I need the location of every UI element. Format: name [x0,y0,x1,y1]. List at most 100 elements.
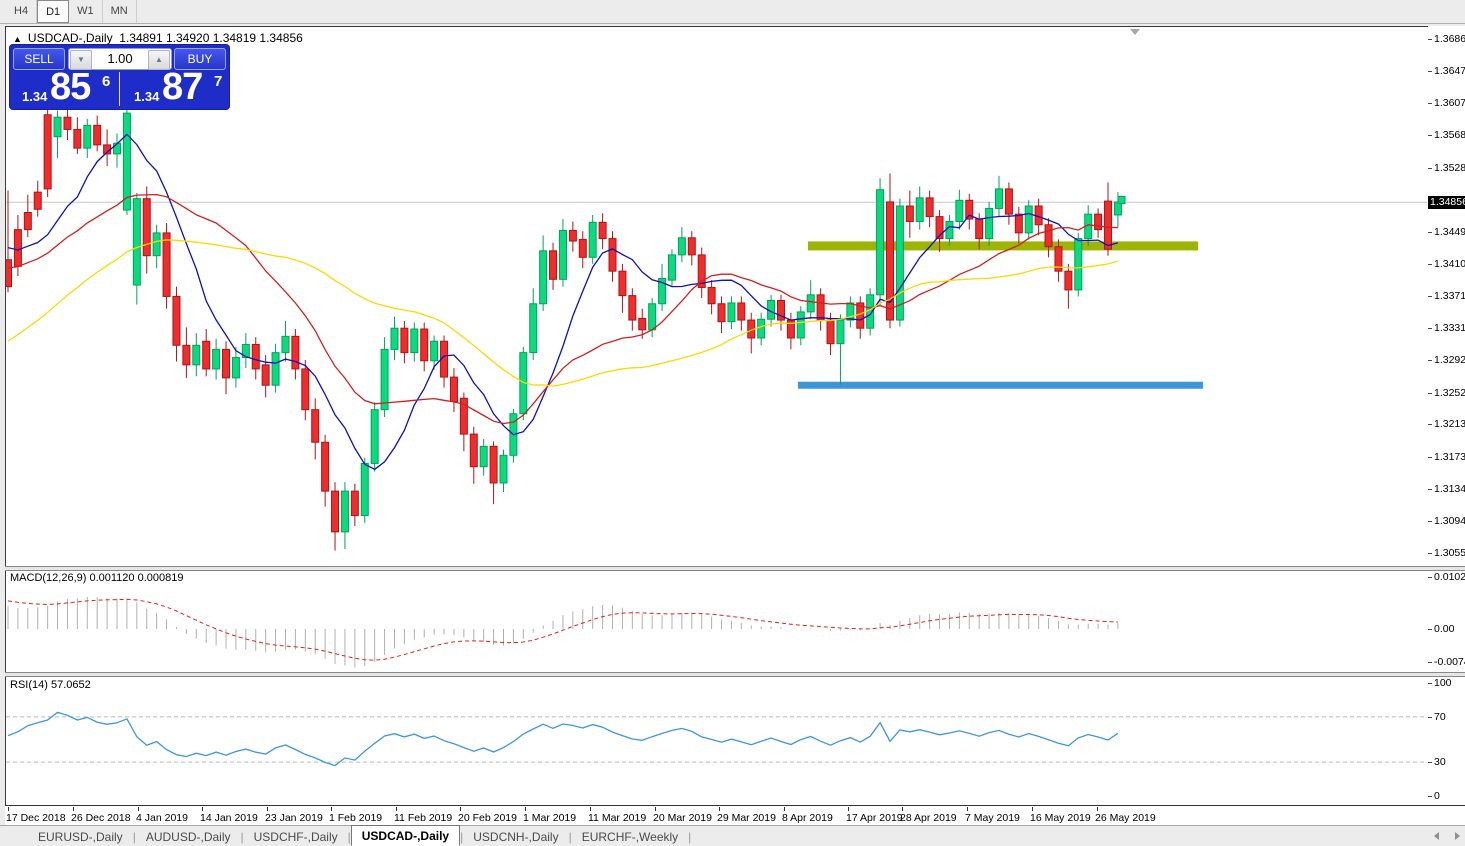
price-tick [1428,488,1432,490]
price-tick [1428,360,1432,361]
tab-separator: | [568,829,572,844]
buy-price-big: 87 [162,66,203,108]
date-tick [1032,807,1033,811]
price-axis-label: 1.34100 [1434,257,1465,270]
chart-shift-marker-icon[interactable] [1130,29,1140,35]
price-tick [1428,456,1432,458]
chart-tab-usdcnh-daily[interactable]: USDCNH-,Daily [473,829,559,844]
date-tick [8,807,9,811]
date-axis-label: 11 Mar 2019 [588,812,647,824]
price-tick [1428,103,1432,105]
date-tick [202,807,203,811]
ohlc-values: 1.34891 1.34920 1.34819 1.34856 [119,31,303,45]
date-tick [848,807,849,811]
indicator-axis-tick [1428,662,1432,663]
date-axis-label: 16 May 2019 [1030,812,1091,824]
price-tick [1428,521,1432,523]
volume-decrease-icon[interactable]: ▼ [70,50,92,70]
price-axis-label: 1.30940 [1434,515,1465,528]
macd-pane-resize-handle[interactable] [5,566,1465,571]
buy-price-prefix: 1.34 [134,89,160,104]
indicator-axis-tick [1428,629,1432,630]
price-axis-label: 1.36470 [1434,64,1465,77]
date-axis-label: 20 Feb 2019 [458,812,517,824]
price-axis-label: 1.36860 [1434,33,1465,45]
indicator-axis-tick [1428,683,1432,684]
indicator-axis-label: 0.00 [1434,623,1455,635]
one-click-trading-panel: SELL ▼ 1.00 ▲ BUY 1.34 85 6 1.34 87 7 [10,45,229,109]
price-tick [1428,424,1432,426]
rsi-indicator-label: RSI(14) 57.0652 [10,679,91,691]
date-tick [138,807,139,811]
chart-tab-audusd-daily[interactable]: AUDUSD-,Daily [145,829,231,844]
date-tick [331,807,332,811]
chart-tab-bar: EURUSD-,Daily | AUDUSD-,Daily | USDCHF-,Dail… [0,825,1465,846]
price-tick [1428,553,1432,555]
chart-tabs: EURUSD-,Daily | AUDUSD-,Daily | USDCHF-,Dail… [28,825,691,846]
chart-tab-eurchf-weekly[interactable]: EURCHF-,Weekly [581,829,679,844]
price-tick [1428,135,1432,137]
date-tick [719,807,720,811]
indicator-axis-label: 70 [1434,711,1446,723]
chart-tab-usdchf-daily[interactable]: USDCHF-,Daily [253,829,338,844]
tab-scroll-left-icon[interactable] [1434,832,1439,840]
price-axis-label: 1.33310 [1434,322,1465,335]
date-axis-label: 17 Apr 2019 [846,812,903,824]
price-tick [1428,167,1432,169]
price-tick [1428,39,1432,40]
buy-price-sup: 7 [214,73,223,90]
chart-title: ▲ USDCAD-,Daily 1.34891 1.34920 1.34819 1… [13,31,303,45]
buy-button[interactable]: BUY [174,48,226,70]
symbol-name: USDCAD-,Daily [27,31,113,45]
tab-scroll-right-icon[interactable] [1455,832,1460,840]
date-axis[interactable]: 17 Dec 2018 26 Dec 2018 4 Jan 2019 14 Jan 2… [5,805,1465,825]
price-tick [1428,295,1432,297]
chart-canvas[interactable] [5,26,1429,806]
date-tick [902,807,903,811]
price-axis-label: 1.30550 [1434,547,1465,560]
price-divider [118,72,120,106]
price-axis-label: 1.35280 [1434,161,1465,174]
date-axis-label: 29 Mar 2019 [717,812,776,824]
date-axis-label: 26 May 2019 [1095,812,1156,824]
price-axis-label: 1.31730 [1434,450,1465,463]
volume-input[interactable]: 1.00 [107,51,133,66]
date-axis-label: 1 Feb 2019 [329,812,383,824]
date-tick [73,807,74,811]
rsi-pane-resize-handle[interactable] [5,672,1465,677]
volume-increase-icon[interactable]: ▲ [148,50,170,70]
chart-tab-eurusd-daily[interactable]: EURUSD-,Daily [38,829,123,844]
timeframe-tab-d1[interactable]: D1 [37,0,70,23]
timeframe-tab-w1[interactable]: W1 [69,0,103,23]
sell-button[interactable]: SELL [13,48,65,70]
price-tick [1428,70,1432,72]
date-axis-label: 11 Feb 2019 [394,812,453,824]
date-tick [396,807,397,811]
collapse-panel-icon[interactable]: ▲ [13,34,22,44]
price-tick [1428,232,1432,234]
buy-price[interactable]: 1.34 87 7 [120,66,228,108]
chart-tab-usdcad-daily[interactable]: USDCAD-,Daily [350,825,461,846]
indicator-axis-label: 0 [1434,790,1440,802]
price-axis-label: 1.31340 [1434,482,1465,495]
date-axis-label: 23 Jan 2019 [265,812,323,824]
tab-separator: | [240,829,244,844]
indicator-axis-label: 0.010229 [1434,571,1465,583]
tab-separator: | [460,829,464,844]
tab-separator: | [347,829,351,844]
indicator-axis-label: 30 [1434,756,1446,768]
price-tick [1428,392,1432,394]
sell-price[interactable]: 1.34 85 6 [10,66,118,108]
date-axis-label: 4 Jan 2019 [136,812,188,824]
price-tick [1428,328,1432,330]
sell-price-sup: 6 [102,73,111,90]
date-tick [967,807,968,811]
tab-separator: | [132,829,136,844]
date-axis-label: 1 Mar 2019 [523,812,577,824]
date-tick [784,807,785,811]
timeframe-tab-mn[interactable]: MN [103,0,137,23]
sell-price-prefix: 1.34 [22,89,48,104]
price-axis-label: 1.32920 [1434,354,1465,366]
timeframe-tab-h4[interactable]: H4 [6,0,38,23]
